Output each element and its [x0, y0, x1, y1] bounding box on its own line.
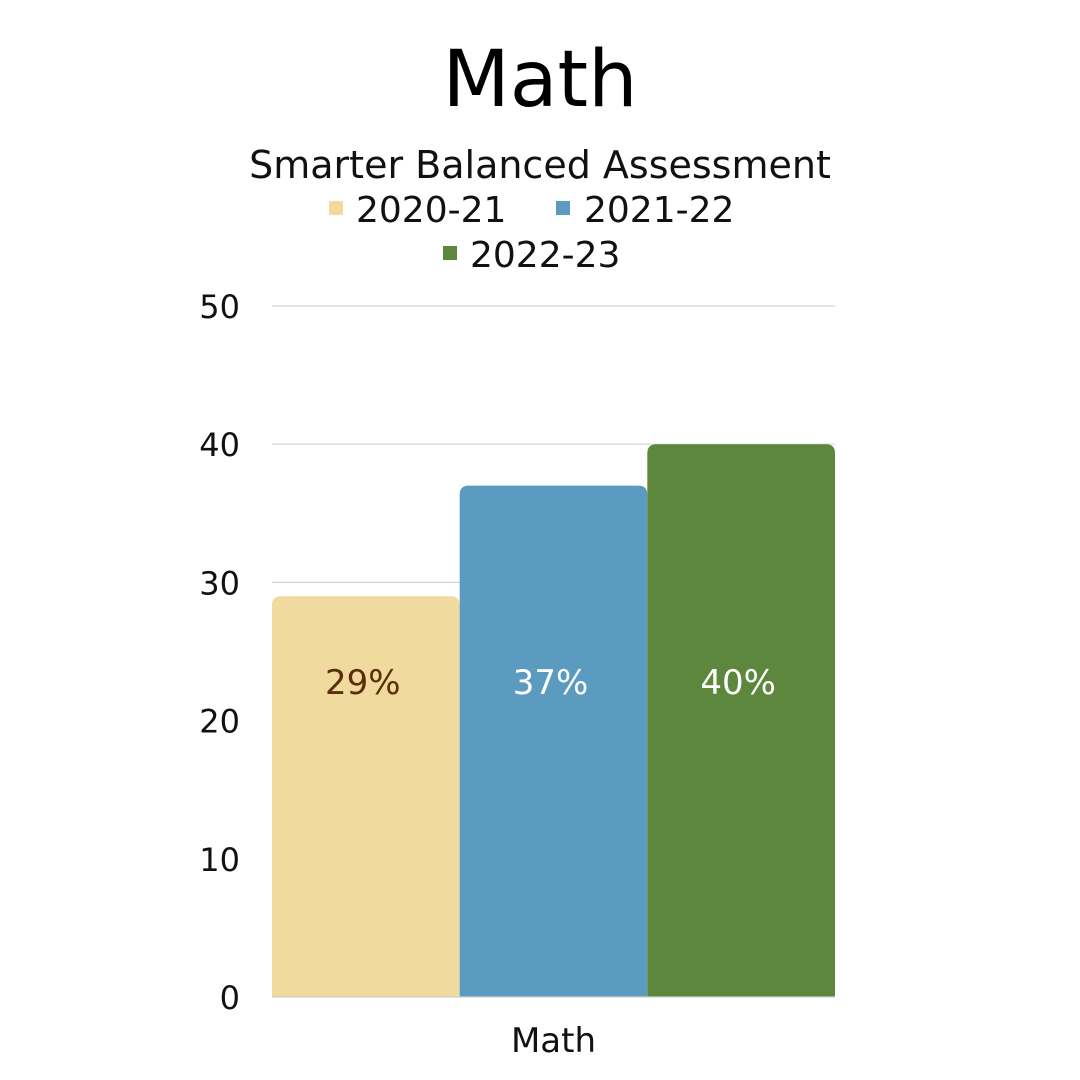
bar [647, 444, 835, 997]
x-axis: Math [511, 1021, 596, 1061]
y-axis: 0 10 20 30 40 50 [199, 288, 240, 1017]
legend-swatch [556, 201, 570, 215]
y-tick-label: 30 [199, 564, 240, 602]
bar-data-label: 40% [700, 663, 776, 703]
x-tick-label: Math [511, 1021, 596, 1061]
y-tick-label: 0 [220, 979, 240, 1017]
bar-data-label: 29% [325, 663, 401, 703]
bar [272, 596, 460, 997]
chart-title: Math [442, 35, 637, 125]
data-labels: 29% 37% 40% [325, 663, 776, 703]
y-tick-label: 20 [199, 703, 240, 741]
bar-data-label: 37% [513, 663, 589, 703]
y-tick-label: 40 [199, 426, 240, 464]
chart-subtitle: Smarter Balanced Assessment [249, 143, 831, 187]
y-tick-label: 10 [199, 841, 240, 879]
legend-label: 2021-22 [584, 190, 734, 231]
bars [272, 444, 835, 997]
legend-swatch [443, 246, 457, 260]
legend-label: 2022-23 [470, 235, 620, 276]
y-tick-label: 50 [199, 288, 240, 326]
bar [459, 485, 648, 997]
legend-swatch [329, 201, 343, 215]
legend-label: 2020-21 [356, 190, 506, 231]
